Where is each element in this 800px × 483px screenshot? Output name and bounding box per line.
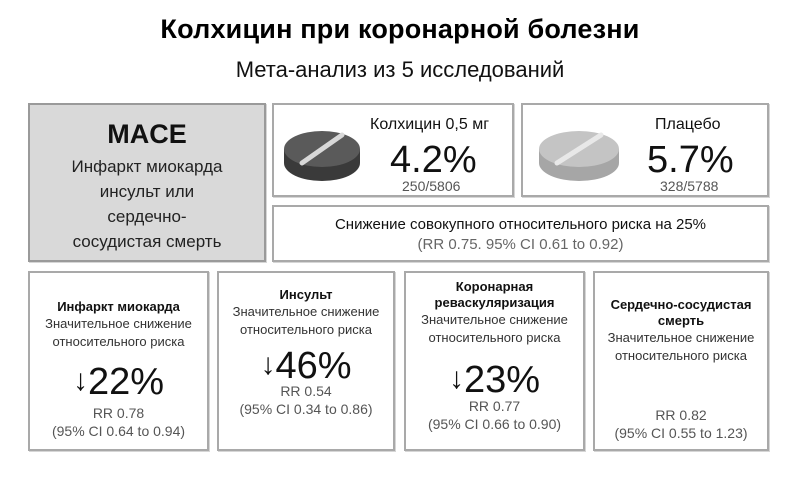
outcome-title: Коронарная реваскуляризация [406,279,583,311]
confidence-interval: (95% CI 0.64 to 0.94) [51,423,186,439]
risk-reduction-panel: Снижение совокупного относительного риск… [272,205,769,262]
outcome-title: Инфаркт миокарда [57,299,180,314]
down-arrow-icon: ↓ [448,362,464,395]
desc-line: Значительное снижение [421,312,568,327]
down-arrow-icon: ↓ [260,348,276,381]
desc-line: относительного риска [428,330,561,345]
desc-line: Значительное снижение [45,316,192,331]
outcome-card-revascularization: Коронарная реваскуляризация Значительное… [404,271,585,451]
drug-name: Колхицин 0,5 мг [370,116,490,133]
colchicine-panel: Колхицин 0,5 мг 4.2% 250/5806 [272,103,514,197]
desc-line: относительного риска [615,348,747,363]
outcome-card-mi: Инфаркт миокарда Значительное снижение о… [28,271,209,451]
event-count: 250/5806 [402,178,461,194]
outcome-title: Инсульт [279,287,333,302]
outcome-description: Значительное снижение относительного рис… [595,329,767,365]
mace-title: MACE [107,119,187,149]
confidence-interval: (95% CI 0.55 to 1.23) [614,425,748,441]
desc-line: относительного риска [52,334,185,349]
reduction-value: ↓46% [219,345,393,386]
drug-name: Плацебо [655,116,721,133]
outcome-description: Значительное снижение относительного рис… [406,311,583,347]
desc-line: относительного риска [240,322,372,337]
title-line: Коронарная [455,279,534,294]
reduction-value: ↓23% [406,359,583,400]
event-count: 328/5788 [660,178,719,194]
outcome-card-stroke: Инсульт Значительное снижение относитель… [217,271,395,451]
risk-reduction-summary: Снижение совокупного относительного риск… [334,216,707,233]
mace-line: инсульт или [99,182,195,201]
risk-reduction-stats: (RR 0.75. 95% CI 0.61 to 0.92) [417,236,624,253]
outcome-description: Значительное снижение относительного рис… [30,315,207,351]
relative-risk: RR 0.77 [468,398,521,414]
relative-risk: RR 0.54 [280,383,332,399]
mace-line: сердечно- [107,207,187,226]
outcome-card-cv-death: Сердечно-сосудистая смерть Значительное … [593,271,769,451]
event-rate: 5.7% [647,139,734,181]
title-line: Сердечно-сосудистая [610,297,752,312]
reduction-percent: 46% [275,345,352,387]
reduction-value: ↓22% [30,361,207,402]
spacer [595,365,767,407]
pill-icon [284,131,360,181]
title-line: смерть [657,313,705,328]
mace-line: сосудистая смерть [72,232,222,251]
mace-line: Инфаркт миокарда [71,157,223,176]
reduction-percent: 23% [463,359,541,401]
page-title: Колхицин при коронарной болезни [160,14,640,44]
down-arrow-icon: ↓ [72,364,88,397]
event-rate: 4.2% [390,139,477,181]
relative-risk: RR 0.82 [655,407,707,423]
reduction-percent: 22% [87,361,165,403]
desc-line: Значительное снижение [607,330,755,345]
page-subtitle: Мета-анализ из 5 исследований [235,57,565,82]
pill-icon [539,131,619,181]
desc-line: Значительное снижение [232,304,380,319]
mace-definition: Инфаркт миокарда инсульт или сердечно- с… [30,154,264,254]
mace-panel: MACE Инфаркт миокарда инсульт или сердеч… [28,103,266,262]
relative-risk: RR 0.78 [92,405,145,421]
confidence-interval: (95% CI 0.66 to 0.90) [427,416,562,432]
placebo-panel: Плацебо 5.7% 328/5788 [521,103,769,197]
title-line: реваскуляризация [434,295,555,310]
outcome-description: Значительное снижение относительного рис… [219,303,393,339]
confidence-interval: (95% CI 0.34 to 0.86) [239,401,373,417]
outcome-title: Сердечно-сосудистая смерть [595,297,767,329]
